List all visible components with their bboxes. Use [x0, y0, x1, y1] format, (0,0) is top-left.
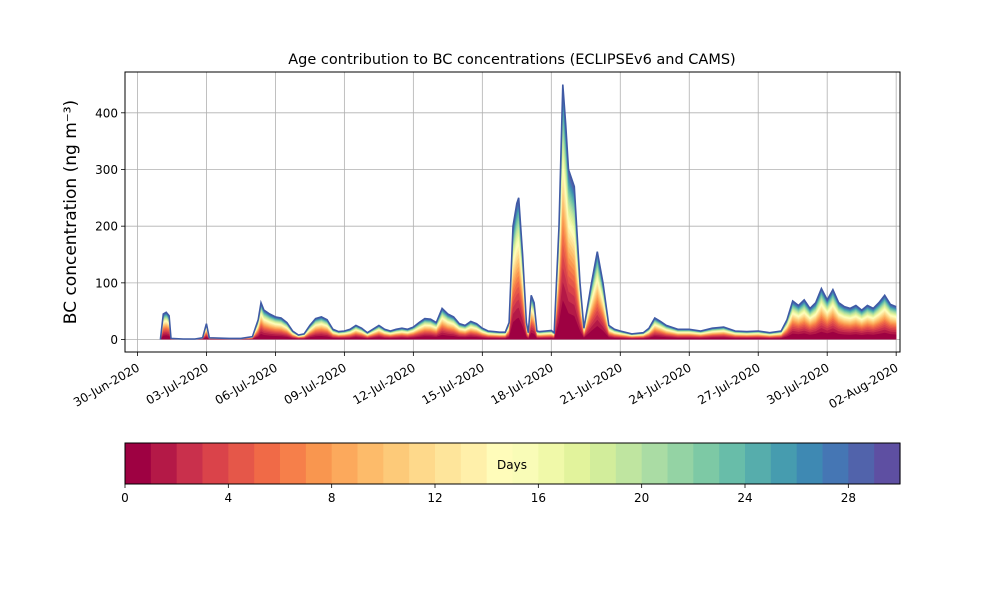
- age-band-day-28: [160, 89, 897, 340]
- colorbar-swatch: [848, 443, 875, 484]
- colorbar-swatch: [745, 443, 772, 484]
- colorbar-swatch: [150, 443, 178, 484]
- x-tick-label: 30-Jun-2020: [71, 360, 142, 409]
- age-band-day-15: [160, 159, 897, 340]
- y-tick-label: 400: [95, 106, 118, 120]
- colorbar-tick-label: 0: [121, 491, 129, 505]
- x-tick-label: 02-Aug-2020: [826, 360, 900, 411]
- y-tick-label: 300: [95, 163, 118, 177]
- colorbar-frame: [124, 442, 901, 485]
- age-band-day-16: [160, 152, 897, 340]
- colorbar-swatch: [667, 443, 694, 484]
- x-tick-label: 15-Jul-2020: [420, 360, 487, 407]
- colorbar-swatch: [435, 443, 462, 484]
- age-band-day-21: [160, 124, 897, 340]
- age-band-day-25: [160, 103, 897, 340]
- colorbar-swatch: [874, 443, 901, 484]
- age-band-day-18: [160, 141, 897, 340]
- age-band-day-14: [160, 165, 897, 340]
- x-tick-label: 12-Jul-2020: [351, 360, 418, 407]
- colorbar-swatch: [641, 443, 669, 484]
- age-band-day-22: [160, 119, 897, 340]
- colorbar-swatch: [383, 443, 410, 484]
- chart-title: Age contribution to BC concentrations (E…: [288, 52, 735, 68]
- total-concentration-line: [159, 84, 897, 340]
- colorbar-swatch: [538, 443, 565, 484]
- colorbar-swatch: [305, 443, 333, 484]
- age-band-day-0: [160, 300, 897, 340]
- colorbar-tick-label: 12: [427, 491, 442, 505]
- colorbar-swatch: [693, 443, 720, 484]
- colorbar: 0 4 8 12 16 20 24 28: [121, 442, 901, 505]
- colorbar-swatch: [331, 443, 359, 484]
- colorbar-swatch: [176, 443, 204, 484]
- colorbar-swatch: [357, 443, 384, 484]
- y-tick-label: 0: [110, 333, 118, 347]
- x-tick-label: 09-Jul-2020: [282, 360, 349, 407]
- colorbar-tick-label: 8: [328, 491, 336, 505]
- colorbar-tick-label: 28: [841, 491, 856, 505]
- x-axis: 30-Jun-2020 03-Jul-2020 06-Jul-2020 09-Jul-…: [71, 352, 901, 411]
- y-axis-label: BC concentration (ng m⁻³): [61, 100, 81, 324]
- colorbar-swatch: [590, 443, 617, 484]
- colorbar-tick-label: 20: [634, 491, 649, 505]
- colorbar-swatch: [228, 443, 255, 484]
- colorbar-swatch: [615, 443, 643, 484]
- x-tick-label: 27-Jul-2020: [695, 360, 762, 407]
- colorbar-swatch: [202, 443, 229, 484]
- age-band-day-24: [160, 108, 897, 340]
- y-tick-label: 100: [95, 276, 118, 290]
- colorbar-swatch: [280, 443, 307, 484]
- x-tick-label: 24-Jul-2020: [626, 360, 693, 407]
- colorbar-tick-label: 4: [225, 491, 233, 505]
- colorbar-swatch: [486, 443, 514, 484]
- colorbar-swatch: [796, 443, 824, 484]
- colorbar-tick-label: 24: [737, 491, 752, 505]
- colorbar-swatch: [460, 443, 488, 484]
- age-band-day-29: [160, 84, 897, 340]
- colorbar-swatch: [512, 443, 539, 484]
- age-band-day-23: [160, 113, 897, 340]
- colorbar-swatch: [125, 443, 152, 484]
- colorbar-swatch: [719, 443, 746, 484]
- age-areas: [159, 84, 897, 340]
- x-tick-label: 03-Jul-2020: [144, 360, 211, 407]
- age-band-day-26: [160, 98, 897, 340]
- x-tick-label: 18-Jul-2020: [489, 360, 556, 407]
- age-band-day-27: [160, 94, 897, 340]
- colorbar-swatch: [254, 443, 281, 484]
- colorbar-swatch: [770, 443, 798, 484]
- colorbar-tick-label: 16: [531, 491, 546, 505]
- plot-frame: [124, 71, 901, 353]
- x-tick-label: 06-Jul-2020: [213, 360, 280, 407]
- x-tick-label: 21-Jul-2020: [557, 360, 624, 407]
- colorbar-swatch: [822, 443, 849, 484]
- age-band-day-20: [160, 129, 897, 340]
- grid-lines: [125, 72, 900, 352]
- age-band-day-17: [160, 146, 897, 340]
- colorbar-label: Days: [497, 458, 527, 472]
- y-axis: 0 100 200 300 400: [95, 106, 125, 347]
- age-band-day-19: [160, 135, 897, 340]
- colorbar-swatch: [409, 443, 436, 484]
- y-tick-label: 200: [95, 220, 118, 234]
- x-tick-label: 30-Jul-2020: [764, 360, 831, 407]
- colorbar-swatch: [564, 443, 591, 484]
